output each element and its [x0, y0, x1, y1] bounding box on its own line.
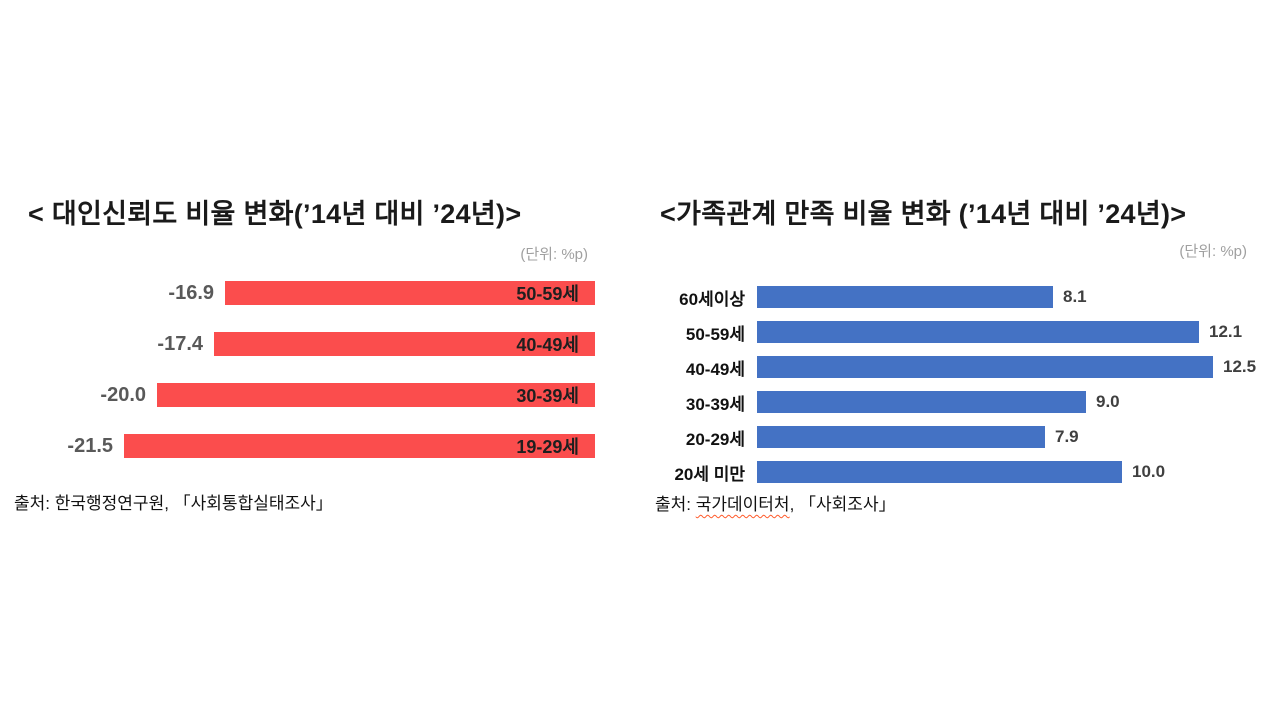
- unit-label: (단위: %p): [1179, 243, 1247, 260]
- bar-value-label: 8.1: [1063, 287, 1087, 306]
- bar-category-label: 20세 미만: [674, 464, 745, 484]
- bar-50-59세: 50-59세: [225, 281, 595, 305]
- bar-40-49세: 40-49세: [214, 332, 595, 356]
- chart-row: 30-39세 9.0: [650, 391, 1256, 414]
- bar-40-49세: [757, 356, 1213, 378]
- bar-category-label: 50-59세: [516, 284, 579, 304]
- spellcheck-underlined-text: 국가데이터처: [695, 495, 790, 514]
- chart-title: <가족관계 만족 비율 변화 (’14년 대비 ’24년)>: [660, 199, 1187, 230]
- unit-label: (단위: %p): [520, 246, 588, 263]
- bar-60세이상: [757, 286, 1053, 308]
- bar-value-label: 12.1: [1209, 322, 1243, 341]
- bar-category-label: 30-39세: [685, 394, 745, 414]
- chart-row: -21.5 19-29세: [0, 434, 595, 458]
- bar-30-39세: [757, 391, 1086, 413]
- source-note: 출처: 한국행정연구원, 「사회통합실태조사」: [14, 494, 333, 513]
- bar-category-label: 30-39세: [516, 386, 579, 406]
- chart-row: 50-59세 12.1: [650, 321, 1256, 344]
- bar-category-label: 40-49세: [685, 359, 745, 379]
- source-note: 출처: 국가데이터처, 「사회조사」: [655, 495, 896, 514]
- bar-category-label: 19-29세: [516, 437, 579, 457]
- bar-value-label: -20.0: [100, 383, 146, 406]
- bar-20세 미만: [757, 461, 1122, 483]
- bar-value-label: 10.0: [1132, 462, 1166, 481]
- bar-rows: -16.9 50-59세 -17.4 40-49세 -20.0 30-39세 -21.5 19…: [0, 281, 595, 485]
- bar-rows: 60세이상 8.1 50-59세 12.1 40-49세 12.5 30-39세 9.0 20-…: [650, 286, 1256, 496]
- bar-value-label: 7.9: [1055, 427, 1079, 446]
- chart-row: -17.4 40-49세: [0, 332, 595, 356]
- chart-row: 20-29세 7.9: [650, 426, 1256, 449]
- chart-row: 40-49세 12.5: [650, 356, 1257, 379]
- bar-19-29세: 19-29세: [124, 434, 595, 458]
- chart-title: < 대인신뢰도 비율 변화(’14년 대비 ’24년)>: [28, 199, 522, 230]
- bar-value-label: -16.9: [168, 281, 214, 304]
- bar-category-label: 40-49세: [516, 335, 579, 355]
- chart-row: 20세 미만 10.0: [650, 461, 1256, 484]
- chart-row: -16.9 50-59세: [0, 281, 595, 305]
- bar-value-label: -21.5: [67, 434, 113, 457]
- bar-value-label: 9.0: [1096, 392, 1120, 411]
- bar-30-39세: 30-39세: [157, 383, 595, 407]
- bar-value-label: -17.4: [157, 332, 203, 355]
- bar-category-label: 60세이상: [679, 289, 745, 309]
- bar-20-29세: [757, 426, 1045, 448]
- bar-50-59세: [757, 321, 1199, 343]
- chart-row: -20.0 30-39세: [0, 383, 595, 407]
- family-satisfaction-chart: <가족관계 만족 비율 변화 (’14년 대비 ’24년)> (단위: %p) …: [640, 0, 1280, 720]
- bar-category-label: 20-29세: [685, 429, 745, 449]
- bar-value-label: 12.5: [1223, 357, 1257, 376]
- bar-category-label: 50-59세: [685, 324, 745, 344]
- trust-change-chart: < 대인신뢰도 비율 변화(’14년 대비 ’24년)> (단위: %p) -1…: [0, 199, 595, 513]
- chart-row: 60세이상 8.1: [650, 286, 1256, 309]
